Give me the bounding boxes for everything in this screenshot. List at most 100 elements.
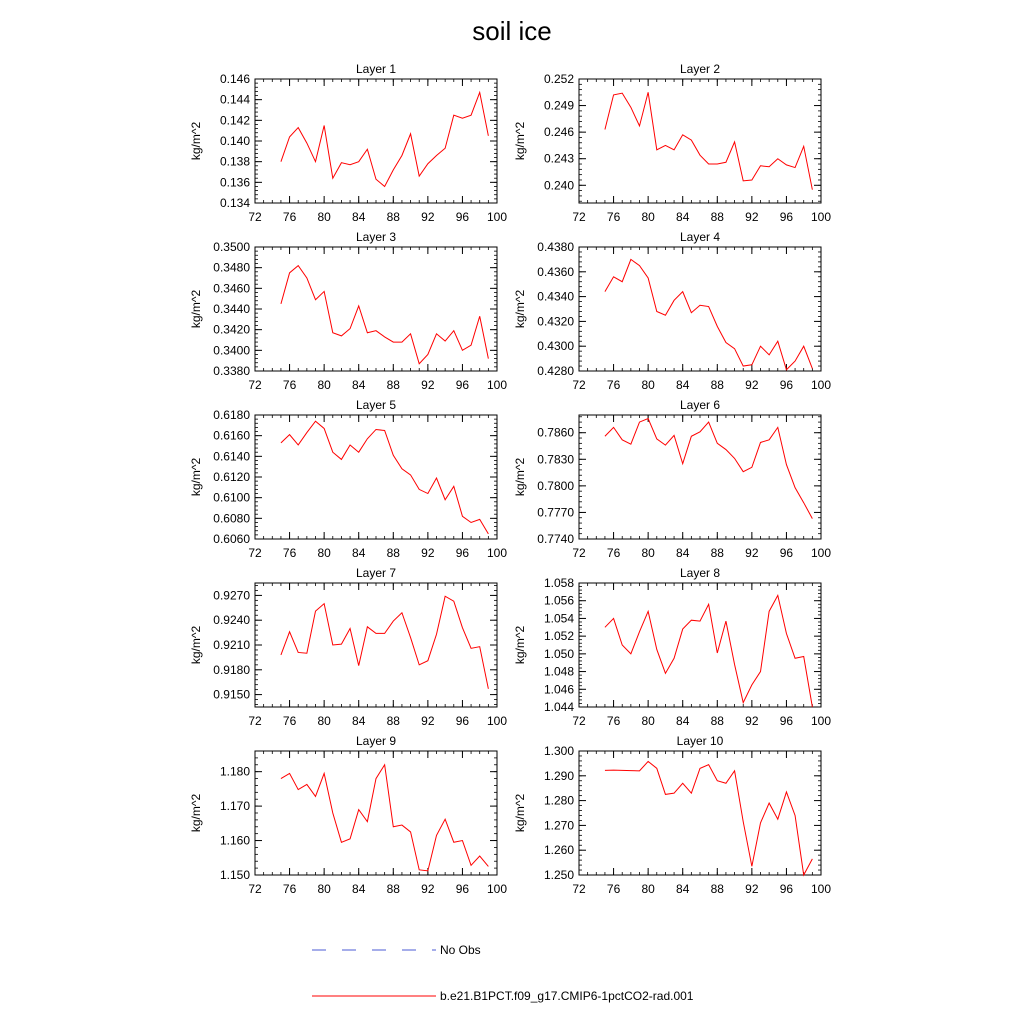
y-tick-label: 0.9180: [213, 663, 250, 677]
x-tick-label: 80: [641, 210, 655, 224]
y-tick-label: 0.3380: [213, 364, 250, 378]
x-tick-label: 72: [572, 210, 586, 224]
x-tick-label: 96: [780, 882, 794, 896]
x-tick-label: 76: [283, 714, 297, 728]
y-tick-label: 0.146: [220, 72, 250, 86]
y-tick-label: 0.9240: [213, 613, 250, 627]
series-line: [604, 760, 813, 877]
plot-frame: [254, 246, 498, 372]
y-tick-label: 0.144: [220, 93, 250, 107]
x-tick-label: 76: [607, 714, 621, 728]
panel-title: Layer 7: [356, 566, 396, 580]
x-tick-label: 80: [317, 546, 331, 560]
y-tick-label: 0.4340: [537, 290, 574, 304]
series-line: [280, 90, 489, 188]
x-tick-label: 96: [456, 882, 470, 896]
panel-title: Layer 2: [680, 62, 720, 76]
x-tick-label: 92: [745, 882, 759, 896]
x-tick-label: 96: [456, 546, 470, 560]
x-tick-label: 88: [387, 882, 401, 896]
plot-frame: [254, 414, 498, 540]
y-tick-label: 1.048: [544, 665, 574, 679]
plot-frame: [254, 582, 498, 708]
x-tick-label: 76: [283, 210, 297, 224]
x-tick-label: 92: [745, 546, 759, 560]
y-tick-label: 1.290: [544, 769, 574, 783]
y-tick-label: 1.054: [544, 611, 574, 625]
x-tick-label: 92: [745, 210, 759, 224]
x-tick-label: 84: [676, 210, 690, 224]
y-axis-label: kg/m^2: [189, 122, 203, 161]
x-tick-label: 72: [248, 882, 262, 896]
y-axis-label: kg/m^2: [189, 794, 203, 833]
series-line: [280, 595, 489, 689]
x-tick-label: 100: [487, 378, 507, 392]
y-tick-label: 1.300: [544, 744, 574, 758]
panel-layer-4: 72 76 80 84 88 92 96 100 0.4280 0.4300 0.4320 0.434…: [513, 230, 831, 392]
y-tick-label: 0.3440: [213, 302, 250, 316]
x-tick-label: 100: [811, 210, 831, 224]
panel-title: Layer 10: [677, 734, 724, 748]
y-tick-label: 1.058: [544, 576, 574, 590]
y-axis-label: kg/m^2: [513, 794, 527, 833]
series-line: [604, 593, 813, 708]
y-tick-label: 0.7860: [537, 426, 574, 440]
series-line: [604, 417, 813, 519]
x-tick-label: 88: [387, 378, 401, 392]
x-tick-label: 84: [676, 378, 690, 392]
x-tick-label: 72: [248, 714, 262, 728]
y-tick-label: 0.6060: [213, 532, 250, 546]
x-tick-label: 76: [607, 378, 621, 392]
x-tick-label: 84: [352, 714, 366, 728]
series-line: [280, 420, 489, 535]
y-tick-label: 0.7800: [537, 479, 574, 493]
x-tick-label: 100: [811, 378, 831, 392]
x-tick-label: 96: [456, 378, 470, 392]
y-tick-label: 0.240: [544, 178, 574, 192]
panel-layer-6: 72 76 80 84 88 92 96 100 0.7740 0.7770 0.7800 0.783…: [513, 398, 831, 560]
y-axis-label: kg/m^2: [513, 626, 527, 665]
y-tick-label: 1.170: [220, 799, 250, 813]
y-tick-label: 0.4280: [537, 364, 574, 378]
x-tick-label: 84: [352, 378, 366, 392]
x-tick-label: 88: [387, 210, 401, 224]
x-tick-label: 88: [711, 882, 725, 896]
series-line: [280, 763, 489, 872]
plot-frame: [578, 78, 822, 204]
x-tick-label: 92: [745, 714, 759, 728]
x-tick-label: 76: [283, 882, 297, 896]
y-tick-label: 0.142: [220, 113, 250, 127]
x-tick-label: 84: [676, 882, 690, 896]
panel-title: Layer 8: [680, 566, 720, 580]
x-tick-label: 88: [387, 546, 401, 560]
panel-layer-1: 72 76 80 84 88 92 96 100 0.134 0.136 0.138 0.140 0.1…: [189, 62, 507, 224]
y-tick-label: 0.3500: [213, 240, 250, 254]
panel-layer-5: 72 76 80 84 88 92 96 100 0.6060 0.6080 0.6100 0.612…: [189, 398, 507, 560]
x-tick-label: 100: [811, 882, 831, 896]
y-tick-label: 0.246: [544, 125, 574, 139]
y-tick-label: 0.7770: [537, 505, 574, 519]
x-tick-label: 88: [711, 714, 725, 728]
x-tick-label: 80: [641, 882, 655, 896]
plot-frame: [254, 78, 498, 204]
y-tick-label: 0.3480: [213, 261, 250, 275]
x-tick-label: 92: [421, 714, 435, 728]
y-tick-label: 1.270: [544, 818, 574, 832]
x-tick-label: 84: [352, 546, 366, 560]
x-tick-label: 72: [248, 378, 262, 392]
figure-title: soil ice: [472, 16, 552, 46]
y-tick-label: 0.243: [544, 152, 574, 166]
y-tick-label: 1.046: [544, 682, 574, 696]
y-tick-label: 1.056: [544, 594, 574, 608]
y-tick-label: 0.140: [220, 134, 250, 148]
y-tick-label: 1.250: [544, 868, 574, 882]
x-tick-label: 80: [641, 714, 655, 728]
x-tick-label: 88: [711, 210, 725, 224]
y-tick-label: 1.150: [220, 868, 250, 882]
legend-label: No Obs: [440, 943, 481, 957]
x-tick-label: 96: [456, 210, 470, 224]
y-tick-label: 1.160: [220, 834, 250, 848]
y-tick-label: 0.3460: [213, 281, 250, 295]
